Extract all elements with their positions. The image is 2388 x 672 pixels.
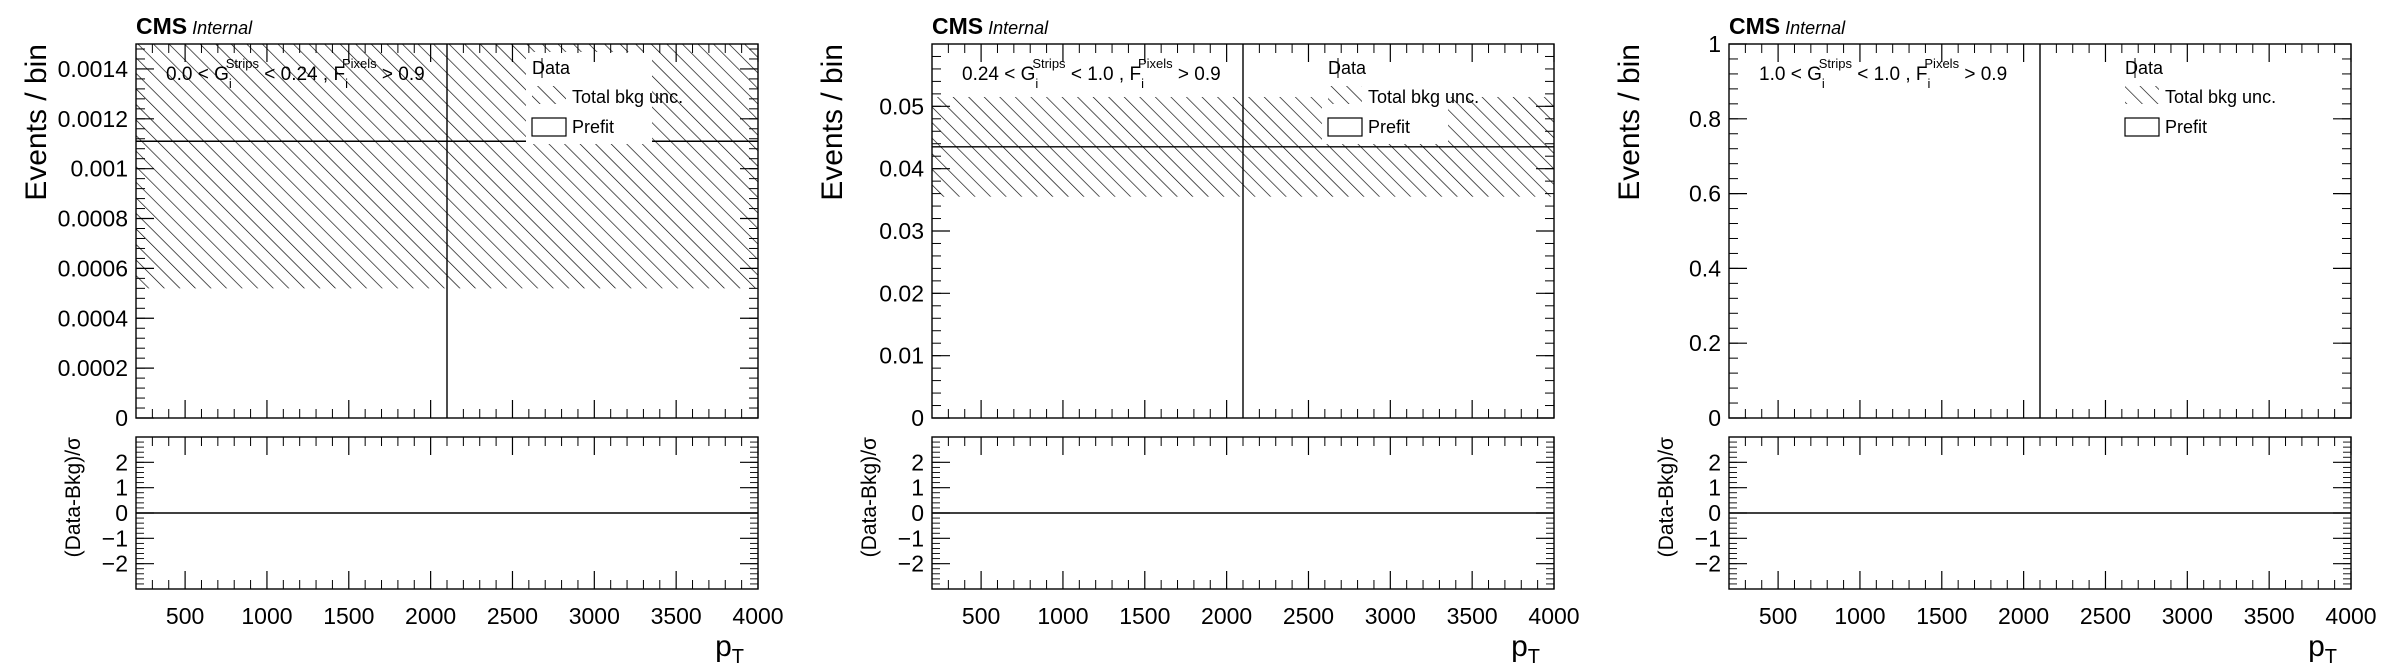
ratio-axis-title: (Data-Bkg)/σ — [1655, 437, 1678, 557]
uncertainty-band-bin-1 — [136, 44, 447, 289]
x-axis-title: pT — [715, 630, 744, 668]
legend-entry-unc: Total bkg unc. — [2165, 87, 2276, 107]
legend-entry-data: Data — [1328, 58, 1367, 78]
ratio-y-tick-label: −1 — [1695, 525, 1721, 551]
x-tick-label: 4000 — [732, 603, 783, 629]
legend-entry-prefit: Prefit — [1368, 117, 1410, 137]
x-tick-label: 1000 — [1834, 603, 1885, 629]
y-tick-label: 0.0004 — [58, 305, 129, 331]
x-tick-label: 2500 — [2080, 603, 2131, 629]
y-tick-label: 0.0014 — [58, 56, 129, 82]
cms-label: CMS Internal — [1729, 13, 1846, 39]
y-tick-label: 0.0008 — [58, 206, 128, 232]
x-tick-label: 1500 — [1916, 603, 1967, 629]
x-tick-label: 2500 — [487, 603, 538, 629]
y-tick-label: 0.0002 — [58, 355, 128, 381]
ratio-y-tick-label: −2 — [102, 551, 128, 577]
x-tick-label: 3500 — [651, 603, 702, 629]
x-tick-label: 2000 — [405, 603, 456, 629]
ratio-y-tick-label: 0 — [1708, 500, 1721, 526]
y-tick-label: 0.0012 — [58, 106, 128, 132]
y-tick-label: 0.04 — [879, 156, 924, 182]
x-tick-label: 3000 — [1365, 603, 1416, 629]
y-tick-label: 0.6 — [1689, 181, 1721, 207]
x-tick-label: 3500 — [2244, 603, 2295, 629]
legend-entry-data: Data — [532, 58, 571, 78]
x-tick-label: 3000 — [2162, 603, 2213, 629]
x-tick-label: 1500 — [323, 603, 374, 629]
ratio-y-tick-label: 2 — [911, 449, 924, 475]
x-tick-label: 500 — [166, 603, 204, 629]
x-tick-label: 4000 — [1528, 603, 1579, 629]
y-tick-label: 0.02 — [879, 280, 924, 306]
legend-entry-prefit: Prefit — [2165, 117, 2207, 137]
ratio-y-tick-label: −2 — [898, 551, 924, 577]
x-tick-label: 2500 — [1283, 603, 1334, 629]
region-label: 0.24 < GiStrips < 1.0 , FiPixels > 0.9 — [962, 56, 1221, 91]
x-tick-label: 500 — [962, 603, 1000, 629]
x-tick-label: 1500 — [1119, 603, 1170, 629]
ratio-y-tick-label: −1 — [102, 525, 128, 551]
ratio-y-tick-label: 0 — [911, 500, 924, 526]
legend-entry-prefit: Prefit — [572, 117, 614, 137]
y-tick-label: 0.4 — [1689, 255, 1721, 281]
x-tick-label: 1000 — [1037, 603, 1088, 629]
cms-label: CMS Internal — [932, 13, 1049, 39]
legend-entry-data: Data — [2125, 58, 2164, 78]
ratio-y-tick-label: −2 — [1695, 551, 1721, 577]
y-tick-label: 1 — [1708, 31, 1721, 57]
y-tick-label: 0.001 — [70, 156, 128, 182]
legend-marker-prefit — [531, 117, 567, 137]
x-tick-label: 2000 — [1201, 603, 1252, 629]
y-tick-label: 0.0006 — [58, 255, 128, 281]
y-tick-label: 0.01 — [879, 343, 924, 369]
ratio-axis-title: (Data-Bkg)/σ — [858, 437, 881, 557]
legend-marker-prefit — [1327, 117, 1363, 137]
legend-marker-unc — [1328, 86, 1362, 104]
y-tick-label: 0.05 — [879, 93, 924, 119]
ratio-y-tick-label: −1 — [898, 525, 924, 551]
region-label: 1.0 < GiStrips < 1.0 , FiPixels > 0.9 — [1759, 56, 2007, 91]
ratio-y-tick-label: 1 — [911, 475, 924, 501]
y-tick-label: 0.2 — [1689, 330, 1721, 356]
y-tick-label: 0 — [115, 405, 128, 431]
x-tick-label: 2000 — [1998, 603, 2049, 629]
legend-marker-unc — [2125, 86, 2159, 104]
legend-marker-unc — [532, 86, 566, 104]
x-axis-title: pT — [2308, 630, 2337, 668]
x-axis-title: pT — [1511, 630, 1540, 668]
x-tick-label: 3500 — [1447, 603, 1498, 629]
y-tick-label: 0 — [911, 405, 924, 431]
x-tick-label: 500 — [1759, 603, 1797, 629]
y-axis-title: Events / bin — [20, 44, 53, 201]
ratio-y-tick-label: 2 — [1708, 449, 1721, 475]
ratio-y-tick-label: 1 — [115, 475, 128, 501]
y-tick-label: 0 — [1708, 405, 1721, 431]
legend-entry-unc: Total bkg unc. — [1368, 87, 1479, 107]
x-tick-label: 1000 — [241, 603, 292, 629]
region-label: 0.0 < GiStrips < 0.24 , FiPixels > 0.9 — [166, 56, 425, 91]
ratio-y-tick-label: 0 — [115, 500, 128, 526]
y-axis-title: Events / bin — [1613, 44, 1646, 201]
legend-marker-prefit — [2124, 117, 2160, 137]
y-tick-label: 0.8 — [1689, 106, 1721, 132]
cms-label: CMS Internal — [136, 13, 253, 39]
ratio-y-tick-label: 2 — [115, 449, 128, 475]
x-tick-label: 4000 — [2325, 603, 2376, 629]
y-axis-title: Events / bin — [816, 44, 849, 201]
legend-entry-unc: Total bkg unc. — [572, 87, 683, 107]
x-tick-label: 3000 — [569, 603, 620, 629]
y-tick-label: 0.03 — [879, 218, 924, 244]
ratio-y-tick-label: 1 — [1708, 475, 1721, 501]
ratio-axis-title: (Data-Bkg)/σ — [62, 437, 85, 557]
